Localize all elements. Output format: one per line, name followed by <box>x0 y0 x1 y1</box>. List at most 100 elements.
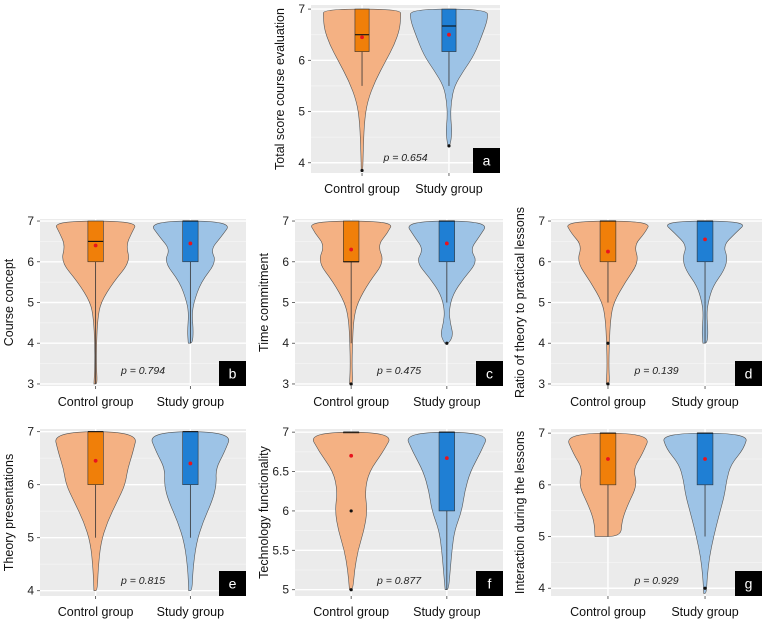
x-category-label: Study group <box>671 395 738 409</box>
y-tick-label: 7 <box>282 214 289 228</box>
mean-point <box>444 241 449 246</box>
panel-letter: g <box>745 576 753 592</box>
mean-point <box>349 453 354 458</box>
panel-letter: f <box>488 576 492 592</box>
box-control <box>87 431 104 485</box>
y-tick-label: 4 <box>538 336 545 350</box>
outlier-point <box>349 382 353 386</box>
panel-c: 3 4 5 6 7 Control group Study group Time commit… <box>257 214 503 409</box>
y-tick-label: 4 <box>27 584 34 598</box>
y-tick-label: 3 <box>27 377 34 391</box>
y-axis-label: Interaction during the lessons <box>513 431 527 594</box>
x-category-label: Study group <box>157 395 224 409</box>
mean-point <box>93 458 98 463</box>
x-category-label: Control group <box>324 182 400 196</box>
box-study <box>182 431 199 485</box>
outlier-point <box>703 586 707 590</box>
outlier-point <box>349 588 353 592</box>
mean-point <box>188 461 193 466</box>
box-control <box>599 220 617 263</box>
y-tick-label: 6 <box>282 255 289 269</box>
p-value-label: p = 0.475 <box>376 365 421 377</box>
mean-point <box>606 249 610 254</box>
mean-point <box>349 247 354 252</box>
outlier-point <box>349 509 353 513</box>
x-category-label: Study group <box>415 182 482 196</box>
panel-f: 5 5.5 6 6.5 7 Control group Study group Technol… <box>257 425 503 619</box>
x-category-label: Control group <box>58 605 134 619</box>
p-value-label: p = 0.654 <box>382 152 427 164</box>
panel-letter: a <box>483 153 491 169</box>
mean-point <box>188 241 193 246</box>
panel-letter-badge <box>476 361 503 386</box>
y-tick-label: 7 <box>538 426 545 440</box>
outlier-point <box>447 144 451 148</box>
x-category-label: Study group <box>413 395 480 409</box>
y-tick-label: 5 <box>27 296 34 310</box>
panel-letter: e <box>229 576 237 592</box>
p-value-label: p = 0.815 <box>120 575 165 587</box>
y-tick-label: 6 <box>27 478 34 492</box>
y-tick-label: 4 <box>538 581 545 595</box>
x-category-label: Control group <box>570 395 646 409</box>
y-tick-label: 5 <box>282 296 289 310</box>
panel-letter-badge <box>735 571 762 596</box>
y-tick-label: 4 <box>27 336 34 350</box>
y-tick-label: 6 <box>538 478 545 492</box>
panel-b: 3 4 5 6 7 Control group Study group Course conc… <box>2 214 246 409</box>
y-tick-label: 4 <box>282 336 289 350</box>
x-category-label: Control group <box>570 605 646 619</box>
x-category-label: Control group <box>313 605 389 619</box>
y-tick-label: 6.5 <box>272 465 289 479</box>
y-tick-label: 5.5 <box>272 543 289 557</box>
box-study <box>438 431 455 512</box>
x-category-label: Study group <box>413 605 480 619</box>
y-tick-label: 7 <box>27 214 34 228</box>
panel-d: 3 4 5 6 7 Control group Study group Ratio of th… <box>513 207 762 409</box>
box-study <box>441 8 457 52</box>
outlier-point <box>360 168 364 173</box>
y-tick-label: 5 <box>298 105 305 119</box>
p-value-label: p = 0.929 <box>633 575 678 587</box>
panel-letter: d <box>745 366 753 382</box>
y-axis-label: Theory presentations <box>2 454 16 571</box>
y-tick-label: 4 <box>298 156 305 170</box>
mean-point <box>444 456 449 461</box>
x-category-label: Study group <box>671 605 738 619</box>
x-category-label: Study group <box>157 605 224 619</box>
y-tick-label: 6 <box>298 53 305 67</box>
y-tick-label: 6 <box>538 255 545 269</box>
outlier-point <box>445 341 449 345</box>
box-control <box>354 8 370 52</box>
y-tick-label: 5 <box>538 296 545 310</box>
mean-point <box>360 35 364 40</box>
y-axis-label: Time commitment <box>257 253 271 352</box>
box-study <box>438 220 455 263</box>
y-axis-label: Course concept <box>2 258 16 346</box>
y-tick-label: 5 <box>27 531 34 545</box>
y-tick-label: 5 <box>538 530 545 544</box>
outlier-point <box>606 382 610 386</box>
y-axis-label: Technology functionality <box>257 445 271 578</box>
y-tick-label: 7 <box>538 214 545 228</box>
panel-e: 4 5 6 7 Control group Study group Theory prese… <box>2 425 246 619</box>
box-study <box>696 220 714 263</box>
mean-point <box>703 237 707 242</box>
p-value-label: p = 0.794 <box>120 365 165 377</box>
mean-point <box>447 32 451 37</box>
y-tick-label: 6 <box>282 504 289 518</box>
panel-letter-badge <box>219 571 246 596</box>
p-value-label: p = 0.139 <box>633 365 678 377</box>
y-tick-label: 7 <box>298 2 305 16</box>
panel-letter-badge <box>476 571 503 596</box>
panel-letter: c <box>486 366 493 382</box>
panel-letter-badge <box>219 361 246 386</box>
x-category-label: Control group <box>313 395 389 409</box>
violin-control <box>323 8 401 171</box>
mean-point <box>93 243 98 248</box>
y-tick-label: 3 <box>538 377 545 391</box>
panel-a: 4 5 6 7 Control group Study group Total score … <box>273 2 500 196</box>
mean-point <box>703 457 707 461</box>
panel-letter-badge <box>473 148 500 173</box>
